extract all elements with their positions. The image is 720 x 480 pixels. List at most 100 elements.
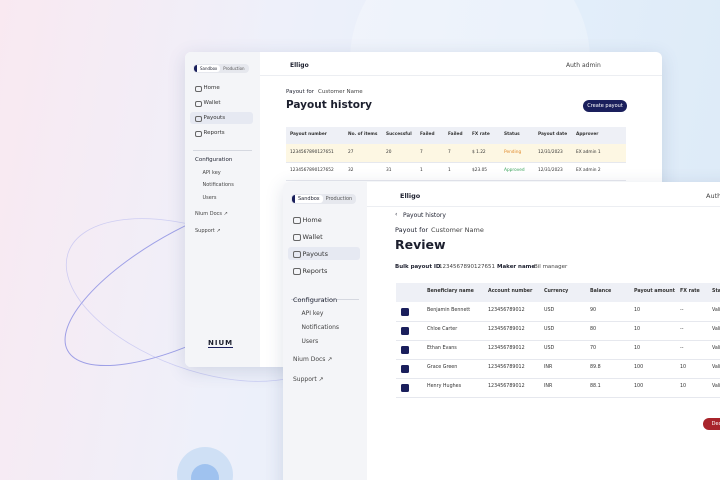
create-button[interactable]: Create payout — [583, 100, 627, 112]
table-cell: EX admin 1 — [576, 149, 601, 155]
nav-icon — [195, 131, 202, 137]
table-cell: Henry Hughes — [427, 384, 462, 390]
table-cell: Valid — [712, 308, 720, 314]
page-title: Review — [395, 237, 446, 252]
env-tab[interactable]: Production — [325, 196, 353, 202]
table-cell: 100 — [634, 384, 644, 390]
side-link[interactable]: Nium Docs ↗ — [195, 211, 228, 217]
table-cell: Pending — [504, 149, 522, 155]
decline-button[interactable]: Decline — [703, 418, 720, 430]
nav-icon — [293, 234, 301, 241]
nav-item[interactable]: Reports — [203, 130, 225, 136]
customer-select[interactable]: Customer Name — [318, 89, 363, 95]
env-tab[interactable]: Sandbox — [194, 65, 221, 72]
nav-item[interactable]: Home — [302, 216, 322, 224]
table-cell: 123456789012 — [488, 327, 525, 333]
table-row[interactable] — [396, 321, 720, 341]
divider — [291, 299, 359, 300]
table-row[interactable] — [396, 378, 720, 398]
nav-item[interactable]: Payouts — [302, 250, 329, 258]
table-cell: INR — [544, 384, 553, 390]
nav-item[interactable]: Reports — [302, 267, 328, 275]
table-cell: 1 — [448, 167, 451, 173]
table-header: FX rate — [472, 132, 490, 138]
table-cell: 7 — [448, 149, 451, 155]
table-cell: 10 — [634, 346, 641, 352]
table-cell: 123456789012 — [488, 365, 525, 371]
checkbox[interactable] — [401, 364, 409, 373]
table-row[interactable] — [396, 340, 720, 360]
checkbox[interactable] — [401, 307, 409, 316]
user-menu[interactable]: Auth admin — [566, 62, 601, 69]
config-item[interactable]: API key — [202, 169, 221, 176]
table-cell: 123456789012 — [488, 308, 525, 314]
table-header: Balance — [590, 289, 612, 295]
table-cell: -- — [680, 308, 684, 314]
side-link[interactable]: Support ↗ — [293, 376, 324, 383]
table-cell: Valid — [712, 327, 720, 333]
nav-item[interactable]: Payouts — [203, 115, 226, 121]
maker-name: Bil manager — [534, 264, 568, 270]
checkbox[interactable] — [401, 326, 409, 335]
table-header: FX rate — [680, 289, 700, 295]
env-tab[interactable]: Production — [223, 66, 245, 71]
checkbox[interactable] — [401, 383, 409, 392]
table-cell: Valid — [712, 384, 720, 390]
config-item[interactable]: Notifications — [202, 182, 234, 188]
table-row[interactable] — [286, 162, 626, 181]
nav-item[interactable]: Wallet — [203, 100, 221, 106]
nav-icon — [293, 251, 301, 258]
table-cell: 10 — [680, 384, 687, 390]
table-cell: 70 — [590, 346, 597, 352]
config-item[interactable]: Notifications — [301, 324, 340, 331]
table-cell: 1234567890127652 — [290, 167, 334, 173]
front-window: Sandbox Production Home Wallet Payouts Report… — [283, 182, 720, 480]
table-header-bg — [396, 283, 720, 302]
side-link[interactable]: Support ↗ — [195, 228, 221, 234]
table-cell: -- — [680, 327, 684, 333]
side-link[interactable]: Nium Docs ↗ — [293, 356, 333, 363]
table-cell: Chloe Carter — [427, 327, 458, 333]
table-cell: USD — [544, 327, 555, 333]
config-title[interactable]: Configuration — [293, 296, 338, 304]
table-row[interactable] — [286, 144, 626, 163]
nav-icon — [195, 116, 202, 122]
table-cell: INR — [544, 365, 553, 371]
nav-item[interactable]: Wallet — [302, 233, 323, 241]
env-tabs: Sandbox Production — [291, 194, 357, 204]
table-cell: 1 — [420, 167, 423, 173]
back-link[interactable]: Payout history — [403, 212, 446, 219]
sidebar: Sandbox Production Home Wallet Payouts Report… — [283, 182, 367, 480]
table-cell: Ethan Evans — [427, 346, 457, 352]
table-row[interactable] — [396, 302, 720, 322]
table-header: Failed — [420, 132, 435, 138]
table-cell: 12/31/2023 — [538, 149, 563, 155]
table-cell: 12/31/2023 — [538, 167, 563, 173]
checkbox[interactable] — [401, 345, 409, 354]
header-divider — [260, 75, 662, 76]
config-title[interactable]: Configuration — [195, 157, 233, 163]
table-cell: Benjamin Bennett — [427, 308, 471, 314]
bulk-label: Bulk payout ID — [395, 264, 441, 270]
user-menu[interactable]: Auth admin — [706, 192, 720, 200]
table-cell: EX admin 2 — [576, 167, 601, 173]
nav-icon — [195, 101, 202, 107]
table-header: Payout date — [538, 132, 568, 138]
brand: Elligo — [400, 192, 421, 200]
bulk-id: 1234567890127651 — [439, 264, 495, 270]
config-item[interactable]: Users — [202, 194, 217, 201]
maker-label: Maker name — [497, 264, 536, 270]
table-cell: Valid — [712, 365, 720, 371]
table-cell: $23.05 — [472, 167, 488, 173]
back-arrow: ‹ — [395, 211, 398, 218]
brand: Elligo — [290, 62, 309, 69]
table-row[interactable] — [396, 359, 720, 379]
table-header: Failed — [448, 132, 463, 138]
table-cell: USD — [544, 308, 555, 314]
env-tab[interactable]: Sandbox — [292, 195, 323, 203]
nav-item[interactable]: Home — [203, 85, 220, 91]
config-item[interactable]: API key — [301, 310, 324, 317]
config-item[interactable]: Users — [301, 338, 319, 345]
customer-select[interactable]: Customer Name — [431, 226, 484, 234]
